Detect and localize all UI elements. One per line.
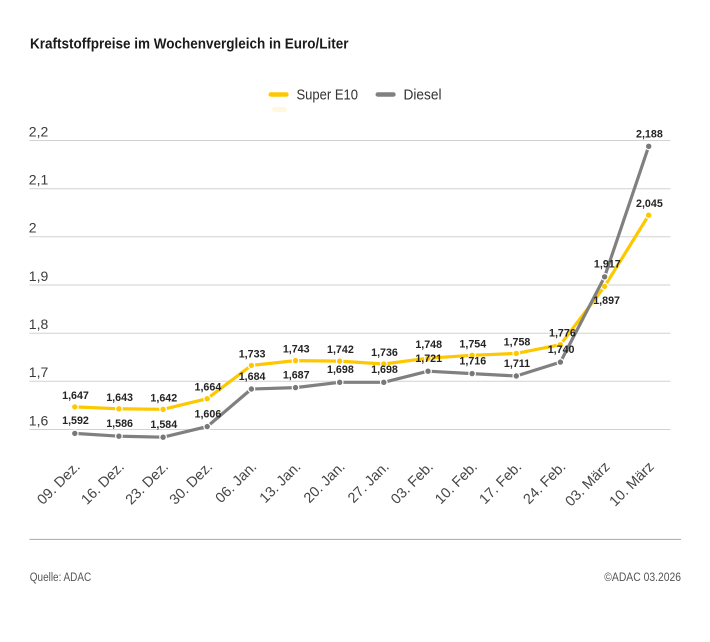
svg-text:1,642: 1,642: [150, 392, 177, 404]
svg-text:1,586: 1,586: [106, 418, 133, 430]
svg-text:1,664: 1,664: [195, 382, 222, 394]
svg-text:1,647: 1,647: [62, 390, 89, 402]
svg-text:1,917: 1,917: [594, 259, 621, 271]
svg-text:Super E10: Super E10: [297, 88, 359, 104]
svg-text:1,711: 1,711: [504, 358, 530, 370]
svg-text:1,592: 1,592: [62, 415, 89, 427]
svg-text:Kraftstoffpreise im Wochenverg: Kraftstoffpreise im Wochenvergleich in E…: [30, 37, 349, 53]
svg-text:Quelle: ADAC: Quelle: ADAC: [30, 572, 91, 584]
svg-text:Diesel: Diesel: [404, 88, 442, 104]
svg-text:1,584: 1,584: [150, 419, 177, 431]
svg-text:1,684: 1,684: [239, 371, 266, 383]
svg-text:1,897: 1,897: [593, 295, 620, 307]
svg-text:1,733: 1,733: [239, 348, 266, 360]
svg-text:1,8: 1,8: [29, 316, 49, 332]
svg-text:1,643: 1,643: [106, 392, 133, 404]
svg-text:1,740: 1,740: [548, 344, 575, 356]
svg-text:1,687: 1,687: [283, 369, 310, 381]
svg-text:1,606: 1,606: [195, 408, 222, 420]
svg-text:1,6: 1,6: [29, 412, 49, 428]
svg-text:1,754: 1,754: [459, 338, 486, 350]
svg-text:1,758: 1,758: [504, 336, 531, 348]
svg-text:©ADAC 03.2026: ©ADAC 03.2026: [604, 572, 681, 584]
svg-text:2,1: 2,1: [29, 172, 49, 188]
svg-text:2,045: 2,045: [636, 198, 663, 210]
svg-text:1,7: 1,7: [29, 364, 49, 380]
svg-text:2,188: 2,188: [636, 129, 663, 141]
svg-text:1,721: 1,721: [415, 353, 442, 365]
svg-text:1,9: 1,9: [29, 268, 49, 284]
svg-text:1,742: 1,742: [327, 344, 354, 356]
svg-text:1,698: 1,698: [327, 364, 354, 376]
svg-text:1,743: 1,743: [283, 344, 310, 356]
svg-text:2: 2: [29, 220, 37, 236]
svg-text:1,698: 1,698: [371, 364, 398, 376]
svg-text:1,716: 1,716: [459, 355, 486, 367]
svg-text:1,748: 1,748: [415, 339, 442, 351]
svg-text:2,2: 2,2: [29, 123, 49, 139]
svg-text:1,776: 1,776: [549, 328, 576, 340]
svg-text:1,736: 1,736: [371, 347, 398, 359]
